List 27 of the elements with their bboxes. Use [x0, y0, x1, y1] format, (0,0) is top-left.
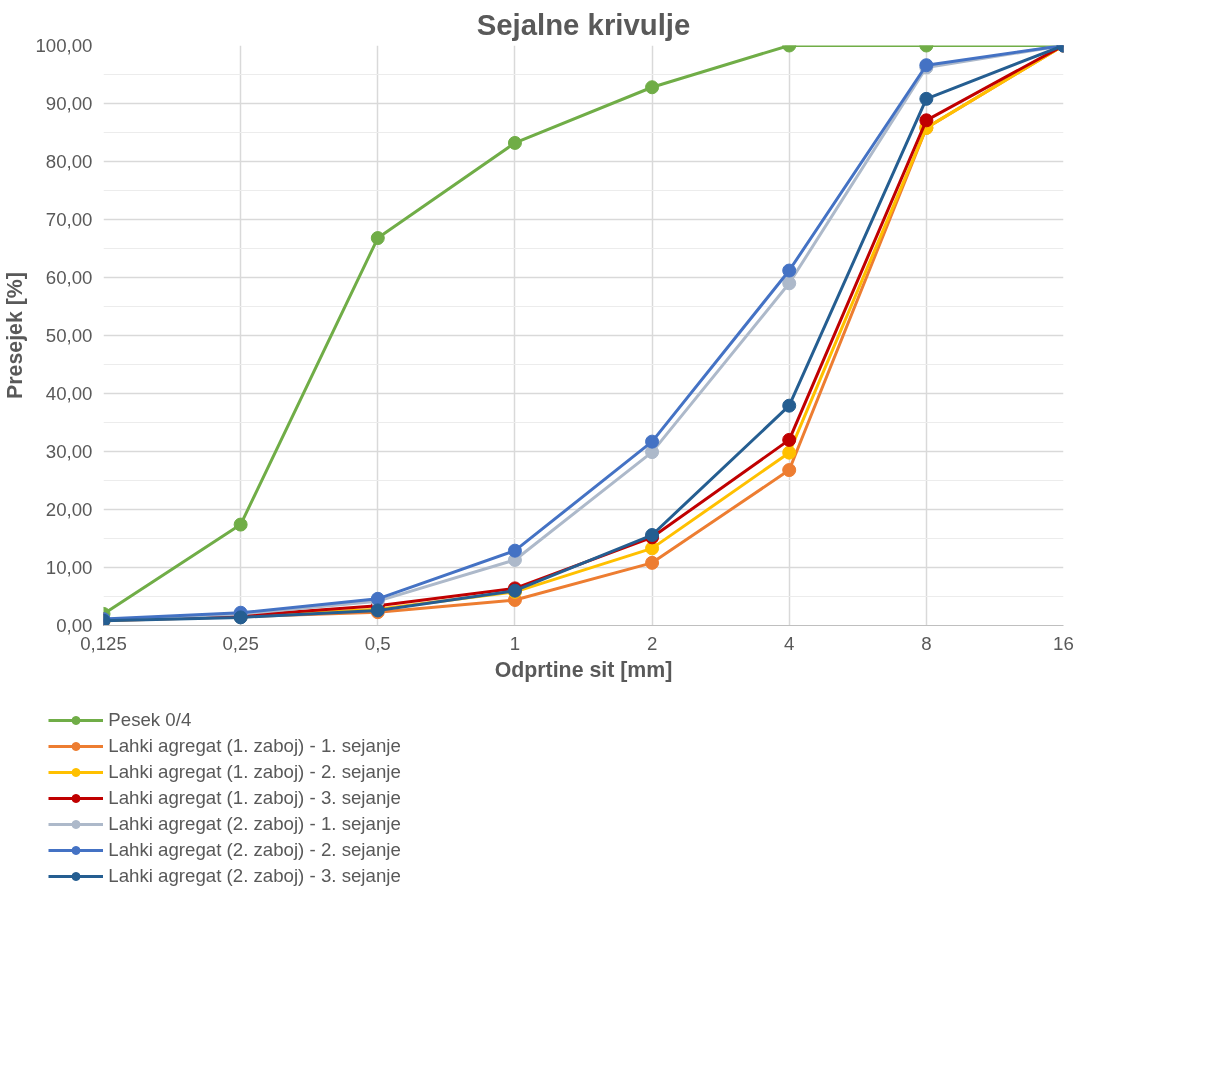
x-tick-label: 2 — [646, 632, 658, 654]
y-axis-title: Presejek [%] — [3, 272, 28, 399]
chart-title: Sejalne krivulje — [476, 7, 691, 41]
x-tick-label: 1 — [509, 632, 521, 654]
legend-label: Lahki agregat (1. zaboj) - 1. sejanje — [108, 735, 401, 757]
legend-label: Lahki agregat (1. zaboj) - 2. sejanje — [108, 761, 401, 783]
y-tick-label: 10,00 — [45, 557, 93, 578]
legend-label: Lahki agregat (2. zaboj) - 2. sejanje — [108, 839, 401, 861]
x-axis-title: Odprtine sit [mm] — [494, 657, 673, 682]
legend-label: Lahki agregat (2. zaboj) - 1. sejanje — [108, 813, 401, 835]
y-tick-label: 100,00 — [35, 35, 93, 56]
y-tick-label: 90,00 — [45, 93, 93, 114]
y-tick-label: 30,00 — [45, 441, 93, 462]
y-tick-label: 80,00 — [45, 151, 93, 172]
y-tick-label: 50,00 — [45, 325, 93, 346]
x-tick-label: 0,25 — [222, 632, 259, 654]
y-tick-label: 20,00 — [45, 499, 93, 520]
legend-label: Lahki agregat (2. zaboj) - 3. sejanje — [108, 865, 401, 887]
legend-label: Lahki agregat (1. zaboj) - 3. sejanje — [108, 787, 401, 809]
x-tick-label: 16 — [1053, 632, 1074, 654]
y-tick-label: 40,00 — [45, 383, 93, 404]
x-tick-label: 8 — [921, 632, 932, 654]
y-tick-label: 70,00 — [45, 209, 93, 230]
y-tick-label: 60,00 — [45, 267, 93, 288]
legend-label: Pesek 0/4 — [108, 709, 192, 731]
x-tick-label: 0,5 — [364, 632, 391, 654]
x-tick-label: 4 — [784, 632, 795, 654]
